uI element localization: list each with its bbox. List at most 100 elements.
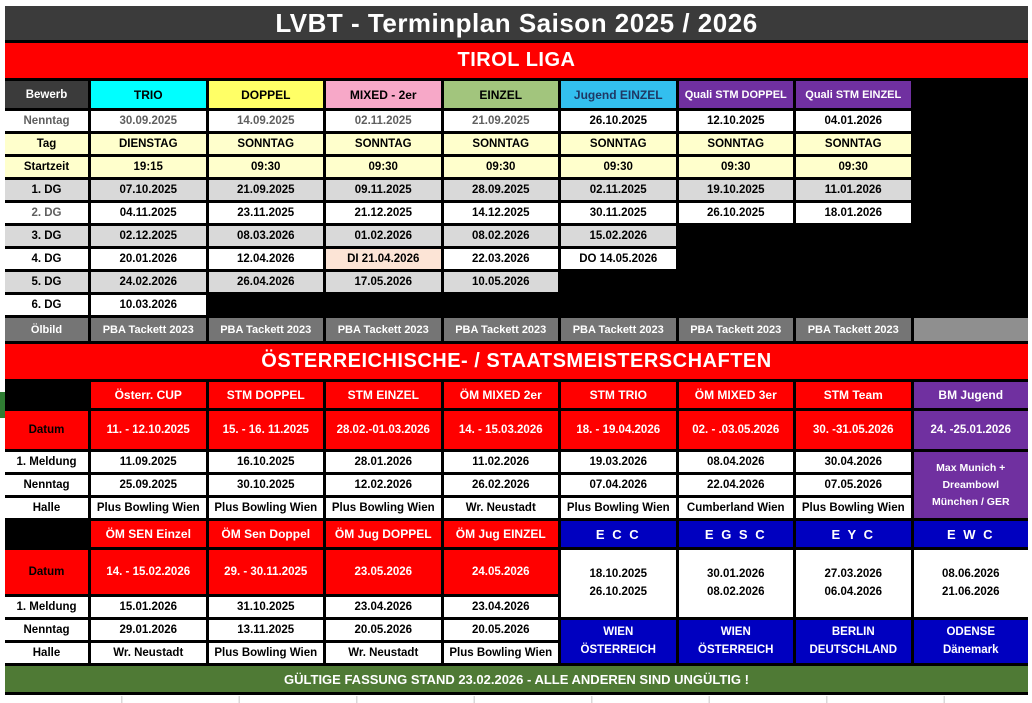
schedule-cell: 09:30 — [208, 157, 323, 177]
column-header-ecc: E C C — [561, 521, 676, 547]
venue-cell: Plus Bowling Wien — [796, 498, 911, 518]
schedule-cell: SONNTAG — [561, 134, 676, 154]
event-date: 06.04.2026 — [824, 586, 883, 598]
event-date: 08.02.2026 — [706, 586, 765, 598]
schedule-cell: 19:15 — [91, 157, 206, 177]
row-label-oelbild: Ölbild — [5, 318, 88, 341]
filler — [914, 295, 1029, 315]
empty-cell — [678, 295, 793, 315]
schedule-cell: 08.02.2026 — [443, 226, 558, 246]
schedule-cell: 28.01.2026 — [326, 452, 441, 472]
datum-cell: 28.02.-01.03.2026 — [326, 411, 441, 449]
schedule-cell: 21.09.2025 — [443, 111, 558, 131]
schedule-cell: 18.01.2026 — [796, 203, 911, 223]
venue-cell: Plus Bowling Wien — [91, 498, 206, 518]
event-dates-cell-ewc: 08.06.2026 21.06.2026 — [913, 550, 1028, 617]
venue-cell: Wr. Neustadt — [91, 643, 206, 663]
column-header-oem-jug-doppel: ÖM Jug DOPPEL — [326, 521, 441, 547]
event-country: ÖSTERREICH — [698, 644, 774, 656]
event-city: ODENSE — [946, 625, 996, 638]
filler — [914, 81, 1029, 108]
schedule-cell: 14.09.2025 — [208, 111, 323, 131]
schedule-cell: 26.10.2025 — [678, 203, 793, 223]
schedule-cell: SONNTAG — [208, 134, 323, 154]
bm-jugend-venue-cell: Max Munich + Dreambowl München / GER — [913, 452, 1028, 518]
oil-pattern-cell: PBA Tackett 2023 — [561, 318, 676, 341]
column-header-bm-jugend: BM Jugend — [913, 382, 1028, 408]
filler — [914, 203, 1029, 223]
row-label-nenntag: Nenntag — [5, 111, 88, 131]
schedule-cell: 02.11.2025 — [561, 180, 676, 200]
row-label-startzeit: Startzeit — [5, 157, 88, 177]
schedule-cell: 30.10.2025 — [208, 475, 323, 495]
schedule-cell: 10.03.2026 — [91, 295, 206, 315]
event-location-cell-egsc: WIEN ÖSTERREICH — [678, 620, 793, 663]
schedule-cell: 04.11.2025 — [91, 203, 206, 223]
venue-cell: Plus Bowling Wien — [326, 498, 441, 518]
filler — [914, 111, 1029, 131]
event-dates-cell-egsc: 30.01.2026 08.02.2026 — [678, 550, 793, 617]
event-date: 08.06.2026 — [941, 567, 1000, 580]
schedule-cell: 08.03.2026 — [208, 226, 323, 246]
schedule-cell: 28.09.2025 — [443, 180, 558, 200]
schedule-cell: 20.01.2026 — [91, 249, 206, 269]
datum-cell: 23.05.2026 — [326, 550, 441, 594]
schedule-cell: 04.01.2026 — [796, 111, 911, 131]
venue-cell: Plus Bowling Wien — [443, 643, 558, 663]
schedule-cell: 09:30 — [678, 157, 793, 177]
schedule-cell: 30.04.2026 — [796, 452, 911, 472]
row-label-3-dg: 3. DG — [5, 226, 88, 246]
filler — [914, 272, 1029, 292]
table-row-4-dg: 4. DG 20.01.2026 12.04.2026 DI 21.04.202… — [5, 249, 1028, 269]
empty-cell — [796, 249, 911, 269]
bm-venue-line: Dreambowl — [942, 478, 1000, 491]
empty-cell — [208, 295, 323, 315]
schedule-cell: 30.09.2025 — [91, 111, 206, 131]
schedule-cell: SONNTAG — [678, 134, 793, 154]
datum-cell: 14. - 15.03.2026 — [443, 411, 558, 449]
venue-cell: Plus Bowling Wien — [208, 643, 323, 663]
schedule-cell: 09:30 — [443, 157, 558, 177]
row-label-halle: Halle — [5, 498, 88, 518]
oil-pattern-cell: PBA Tackett 2023 — [443, 318, 558, 341]
schedule-cell: 23.04.2026 — [443, 597, 558, 617]
event-date: 21.06.2026 — [941, 586, 1000, 598]
schedule-cell: 20.05.2026 — [443, 620, 558, 640]
event-city: WIEN — [603, 625, 634, 638]
spreadsheet: LVBT - Terminplan Saison 2025 / 2026 TIR… — [5, 6, 1028, 695]
table-row-2-dg: 2. DG 04.11.2025 23.11.2025 21.12.2025 1… — [5, 203, 1028, 223]
empty-cell — [678, 226, 793, 246]
schedule-cell-highlighted: DI 21.04.2026 — [326, 249, 441, 269]
schedule-cell: 26.04.2026 — [208, 272, 323, 292]
row-label-5-dg: 5. DG — [5, 272, 88, 292]
oil-pattern-cell: PBA Tackett 2023 — [678, 318, 793, 341]
column-header-stm-trio: STM TRIO — [561, 382, 676, 408]
event-date: 26.10.2025 — [589, 586, 648, 598]
bm-venue-line: Max Munich + — [936, 461, 1006, 474]
event-country: Dänemark — [942, 644, 999, 656]
schedule-cell: DO 14.05.2026 — [561, 249, 676, 269]
column-header-quali-stm-doppel: Quali STM DOPPEL — [678, 81, 793, 108]
empty-cell — [678, 272, 793, 292]
oil-pattern-cell: PBA Tackett 2023 — [326, 318, 441, 341]
schedule-cell: 02.11.2025 — [326, 111, 441, 131]
schedule-cell: 01.02.2026 — [326, 226, 441, 246]
schedule-cell: 09:30 — [796, 157, 911, 177]
column-header-oem-jug-einzel: ÖM Jug EINZEL — [443, 521, 558, 547]
empty-cell — [326, 295, 441, 315]
section-banner-tirol-liga: TIROL LIGA — [5, 43, 1028, 78]
row-label-6-dg: 6. DG — [5, 295, 88, 315]
row-label-halle: Halle — [5, 643, 88, 663]
event-date: 30.01.2026 — [706, 567, 765, 580]
datum-cell: 24.05.2026 — [443, 550, 558, 594]
empty-cell — [796, 272, 911, 292]
schedule-cell: 15.01.2026 — [91, 597, 206, 617]
column-header-quali-stm-einzel: Quali STM EINZEL — [796, 81, 911, 108]
oil-pattern-cell: PBA Tackett 2023 — [91, 318, 206, 341]
row-label-1-meldung: 1. Meldung — [5, 452, 88, 472]
filler — [914, 157, 1029, 177]
page-title: LVBT - Terminplan Saison 2025 / 2026 — [5, 6, 1028, 40]
meisterschaften-block-a: Österr. CUP STM DOPPEL STM EINZEL ÖM MIX… — [5, 382, 1028, 518]
schedule-cell: 12.04.2026 — [208, 249, 323, 269]
column-header-oem-sen-einzel: ÖM SEN Einzel — [91, 521, 206, 547]
